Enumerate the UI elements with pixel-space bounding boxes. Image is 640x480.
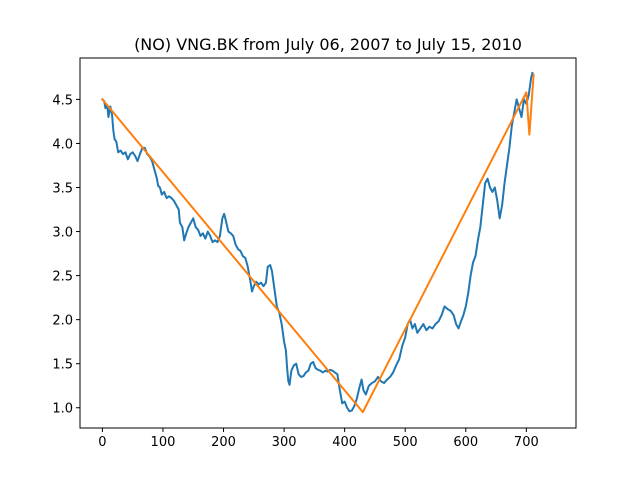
x-tick-label: 700	[514, 435, 539, 450]
y-tick-label: 3.0	[52, 226, 73, 241]
y-tick-label: 2.5	[52, 270, 73, 285]
x-tick-label: 600	[453, 435, 478, 450]
plot-frame	[79, 57, 577, 429]
series-layer	[100, 71, 535, 414]
y-tick-label: 3.5	[52, 182, 73, 197]
y-tick-label: 1.0	[52, 402, 73, 417]
y-axis: 1.0 1.5 2.0 2.5 3.0 3.5 4.0 4.5	[52, 93, 80, 417]
x-tick-label: 400	[332, 435, 357, 450]
x-tick-label: 200	[211, 435, 236, 450]
y-tick-label: 4.0	[52, 137, 73, 152]
series-line-2	[101, 73, 535, 414]
x-axis: 0 100 200 300 400 500 600 700	[98, 428, 539, 450]
series-line-1	[100, 71, 534, 413]
y-tick-label: 4.5	[52, 93, 73, 108]
y-tick-label: 1.5	[52, 358, 73, 373]
x-tick-label: 100	[151, 435, 176, 450]
chart-title: (NO) VNG.BK from July 06, 2007 to July 1…	[134, 35, 522, 54]
x-tick-label: 300	[272, 435, 297, 450]
x-tick-label: 0	[98, 435, 106, 450]
y-tick-label: 2.0	[52, 314, 73, 329]
x-tick-label: 500	[393, 435, 418, 450]
